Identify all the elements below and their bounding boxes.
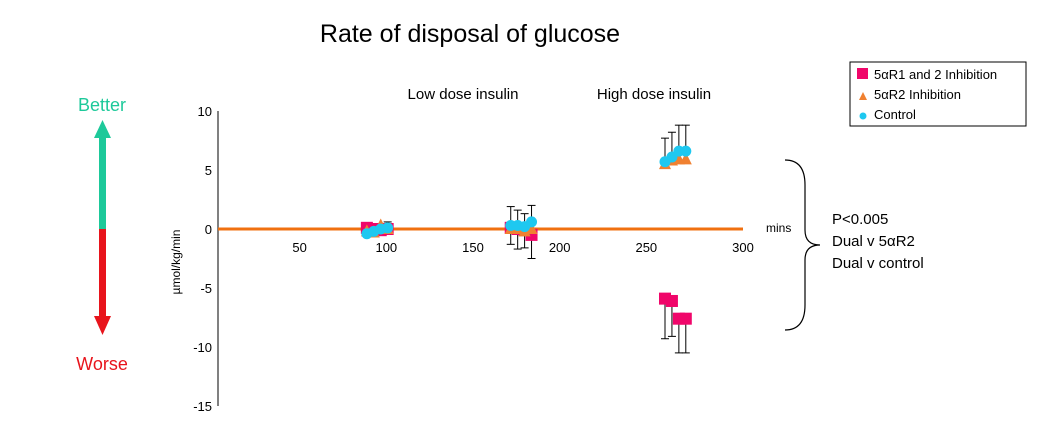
stats-line-2: Dual v 5αR2 [832,233,915,250]
point-r2-inhibition [679,152,692,165]
point-r2-inhibition [525,222,538,234]
y-tick-label: -15 [193,399,212,414]
point-dual-inhibition [679,312,692,325]
worse-arrow-head [94,316,111,335]
legend-marker-r2 [859,92,867,100]
better-arrow-shaft [99,135,106,229]
annotation-low-dose: Low dose insulin [408,86,519,103]
legend-marker-control [859,112,867,120]
point-dual-inhibition [665,294,678,307]
y-tick-label: 5 [205,163,212,178]
worse-arrow-shaft [99,229,106,319]
x-tick-label: 50 [292,240,306,255]
legend-label-control: Control [874,107,916,122]
y-tick-label: -10 [193,340,212,355]
x-tick-label: 150 [462,240,484,255]
stats-line-3: Dual v control [832,255,924,272]
legend: 5αR1 and 2 Inhibition 5αR2 Inhibition Co… [849,61,1027,127]
worse-label: Worse [76,354,128,374]
point-control [526,216,538,228]
significance-brace [784,159,821,331]
x-tick-label: 300 [732,240,754,255]
x-tick-label: 100 [375,240,397,255]
x-tick-label: 200 [549,240,571,255]
y-axis-label: µmol/kg/min [169,230,183,295]
stats-line-1: P<0.005 [832,211,888,228]
legend-label-r2: 5αR2 Inhibition [874,87,961,102]
x-axis-label: mins [766,221,791,235]
y-tick-label: 10 [198,104,212,119]
legend-label-dual: 5αR1 and 2 Inhibition [874,67,997,82]
chart-title: Rate of disposal of glucose [320,20,620,48]
y-tick-label: -5 [200,281,212,296]
point-control [382,222,394,234]
better-arrow-head [94,120,111,138]
legend-marker-dual [857,68,868,79]
better-label: Better [78,95,126,115]
point-control [680,145,692,157]
x-tick-label: 250 [635,240,657,255]
y-tick-label: 0 [205,222,212,237]
annotation-high-dose: High dose insulin [597,86,711,103]
